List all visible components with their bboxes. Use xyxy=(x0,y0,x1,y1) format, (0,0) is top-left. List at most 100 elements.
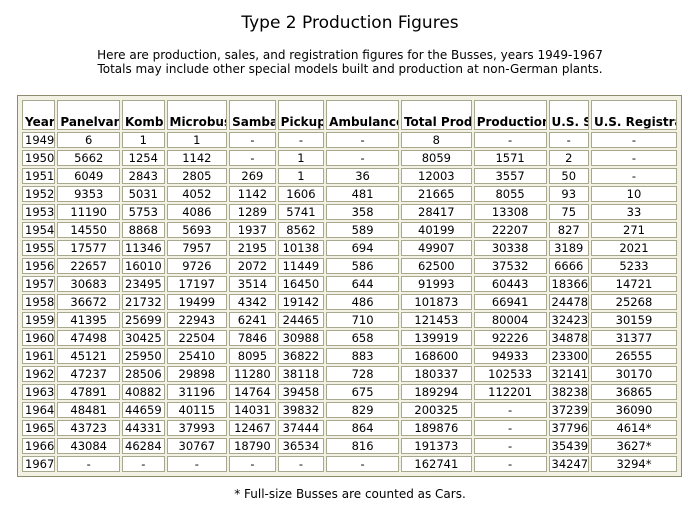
table-cell: 4342 xyxy=(229,294,276,310)
column-header: Pickup xyxy=(277,100,325,130)
table-cell: 2021 xyxy=(590,240,677,256)
table-cell: - xyxy=(590,150,677,166)
table-cell: 28417 xyxy=(400,204,472,220)
table-cell: 2195 xyxy=(229,240,276,256)
table-cell: 40115 xyxy=(166,402,228,418)
table-cell: 30170 xyxy=(590,366,677,382)
table-cell: 40882 xyxy=(122,384,165,400)
table-cell: 11449 xyxy=(277,258,325,274)
table-cell: 21732 xyxy=(122,294,165,310)
table-cell: 37796 xyxy=(548,420,589,436)
table-cell: 168600 xyxy=(400,348,472,364)
column-header: Microbus xyxy=(166,100,228,130)
table-cell: 19142 xyxy=(277,294,325,310)
table-cell: 45121 xyxy=(57,348,121,364)
table-row: 1963 47891 40882 31196 14764 39458 675 189294 11… xyxy=(22,384,677,400)
table-cell: 10138 xyxy=(277,240,325,256)
table-cell: 5031 xyxy=(122,186,165,202)
table-cell: 43723 xyxy=(57,420,121,436)
year-cell: 1966 xyxy=(22,438,56,454)
table-cell: 8059 xyxy=(400,150,472,166)
year-cell: 1951 xyxy=(22,168,56,184)
table-cell: 1289 xyxy=(229,204,276,220)
table-cell: 2843 xyxy=(122,168,165,184)
table-cell: 17197 xyxy=(166,276,228,292)
table-cell: 3189 xyxy=(548,240,589,256)
table-cell: 36090 xyxy=(590,402,677,418)
table-row: 1949 6 1 1- - -8- - - xyxy=(22,132,677,148)
table-cell: 11346 xyxy=(122,240,165,256)
table-cell: 47498 xyxy=(57,330,121,346)
table-row: 1962 47237 28506 29898 11280 38118 728 180337 10… xyxy=(22,366,677,382)
table-cell: 200325 xyxy=(400,402,472,418)
table-cell: 28506 xyxy=(122,366,165,382)
table-cell: 191373 xyxy=(400,438,472,454)
year-cell: 1952 xyxy=(22,186,56,202)
table-cell: - xyxy=(122,456,165,472)
year-cell: 1964 xyxy=(22,402,56,418)
year-cell: 1963 xyxy=(22,384,56,400)
table-cell: 12467 xyxy=(229,420,276,436)
table-cell: 30988 xyxy=(277,330,325,346)
table-cell: 34247 xyxy=(548,456,589,472)
table-cell: 32423 xyxy=(548,312,589,328)
table-cell: 12003 xyxy=(400,168,472,184)
table-cell: 92226 xyxy=(473,330,547,346)
table-cell: 6 xyxy=(57,132,121,148)
table-cell: 694 xyxy=(326,240,399,256)
table-cell: 93 xyxy=(548,186,589,202)
year-cell: 1955 xyxy=(22,240,56,256)
table-cell: 25699 xyxy=(122,312,165,328)
table-cell: 62500 xyxy=(400,258,472,274)
table-cell: 189294 xyxy=(400,384,472,400)
table-cell: - xyxy=(326,150,399,166)
year-cell: 1957 xyxy=(22,276,56,292)
table-cell: 32141 xyxy=(548,366,589,382)
table-cell: 675 xyxy=(326,384,399,400)
table-row: 1961 45121 25950 25410 8095 36822 883 168600 949… xyxy=(22,348,677,364)
table-cell: 80004 xyxy=(473,312,547,328)
table-cell: 37239 xyxy=(548,402,589,418)
table-row: 1957 30683 23495 17197 3514 16450 644 91993 6044… xyxy=(22,276,677,292)
year-cell: 1954 xyxy=(22,222,56,238)
table-cell: 39832 xyxy=(277,402,325,418)
table-cell: 11190 xyxy=(57,204,121,220)
column-header: Kombi xyxy=(122,100,165,130)
table-cell: 586 xyxy=(326,258,399,274)
table-cell: 2 xyxy=(548,150,589,166)
table-cell: 22657 xyxy=(57,258,121,274)
table-cell: 112201 xyxy=(473,384,547,400)
column-header: Samba xyxy=(229,100,276,130)
table-cell: 883 xyxy=(326,348,399,364)
table-cell: 31196 xyxy=(166,384,228,400)
table-cell: 1 xyxy=(122,132,165,148)
table-cell: 29898 xyxy=(166,366,228,382)
table-cell: 6049 xyxy=(57,168,121,184)
table-cell: 486 xyxy=(326,294,399,310)
table-cell: 38118 xyxy=(277,366,325,382)
table-cell: - xyxy=(229,150,276,166)
table-cell: 271 xyxy=(590,222,677,238)
table-cell: 189876 xyxy=(400,420,472,436)
table-cell: 6241 xyxy=(229,312,276,328)
table-cell: 47237 xyxy=(57,366,121,382)
table-row: 1958 36672 21732 19499 4342 19142 486 101873 669… xyxy=(22,294,677,310)
table-cell: 8868 xyxy=(122,222,165,238)
year-cell: 1958 xyxy=(22,294,56,310)
table-cell: 1142 xyxy=(166,150,228,166)
column-header: Year xyxy=(22,100,56,130)
table-cell: 14764 xyxy=(229,384,276,400)
table-cell: 10 xyxy=(590,186,677,202)
table-cell: 4086 xyxy=(166,204,228,220)
table-cell: 30159 xyxy=(590,312,677,328)
table-cell: 44659 xyxy=(122,402,165,418)
table-cell: 8055 xyxy=(473,186,547,202)
year-cell: 1961 xyxy=(22,348,56,364)
table-row: 1960 47498 30425 22504 7846 30988 658 139919 922… xyxy=(22,330,677,346)
table-cell: 94933 xyxy=(473,348,547,364)
table-cell: 5741 xyxy=(277,204,325,220)
table-cell: 481 xyxy=(326,186,399,202)
table-cell: 30683 xyxy=(57,276,121,292)
table-cell: 11280 xyxy=(229,366,276,382)
table-cell: 710 xyxy=(326,312,399,328)
